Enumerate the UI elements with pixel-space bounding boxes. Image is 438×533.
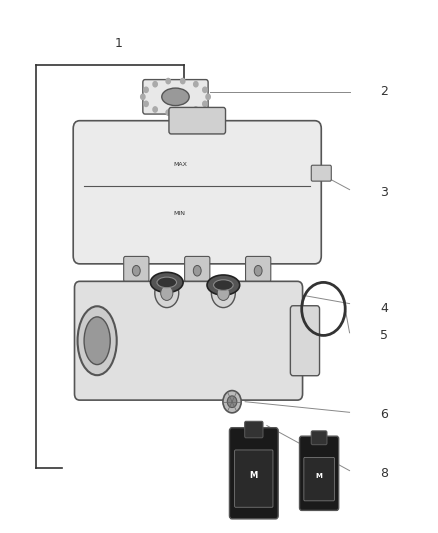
FancyBboxPatch shape <box>304 457 334 501</box>
FancyBboxPatch shape <box>290 306 320 376</box>
FancyBboxPatch shape <box>73 120 321 264</box>
Circle shape <box>194 82 198 87</box>
Ellipse shape <box>217 286 230 301</box>
FancyBboxPatch shape <box>143 79 208 114</box>
Circle shape <box>180 110 185 115</box>
Ellipse shape <box>254 265 262 276</box>
FancyBboxPatch shape <box>246 256 271 282</box>
Ellipse shape <box>78 306 117 375</box>
Circle shape <box>144 101 148 107</box>
Circle shape <box>166 78 170 84</box>
Text: 1: 1 <box>115 37 123 50</box>
Text: 2: 2 <box>381 85 389 98</box>
Ellipse shape <box>150 272 183 293</box>
FancyBboxPatch shape <box>300 436 339 511</box>
FancyBboxPatch shape <box>169 108 226 134</box>
FancyBboxPatch shape <box>245 421 263 438</box>
FancyBboxPatch shape <box>74 281 303 400</box>
Ellipse shape <box>161 286 173 301</box>
Circle shape <box>166 110 170 115</box>
Text: M: M <box>250 471 258 480</box>
Circle shape <box>153 82 157 87</box>
Ellipse shape <box>207 275 240 295</box>
Text: 6: 6 <box>381 408 389 422</box>
Text: MIN: MIN <box>174 212 186 216</box>
Text: 8: 8 <box>380 467 389 480</box>
Circle shape <box>206 94 210 100</box>
FancyBboxPatch shape <box>311 165 331 181</box>
Ellipse shape <box>84 317 110 365</box>
Ellipse shape <box>162 88 189 106</box>
Ellipse shape <box>212 278 235 308</box>
Text: 3: 3 <box>381 186 389 199</box>
Text: 4: 4 <box>381 302 389 316</box>
Ellipse shape <box>227 396 237 408</box>
Circle shape <box>144 87 148 92</box>
Circle shape <box>180 78 185 84</box>
FancyBboxPatch shape <box>311 431 327 445</box>
Circle shape <box>203 87 207 92</box>
Ellipse shape <box>157 277 177 288</box>
Ellipse shape <box>214 280 233 290</box>
FancyBboxPatch shape <box>235 450 273 507</box>
Circle shape <box>194 107 198 112</box>
Ellipse shape <box>132 265 140 276</box>
Ellipse shape <box>223 391 241 413</box>
Circle shape <box>203 101 207 107</box>
FancyBboxPatch shape <box>185 256 210 282</box>
Circle shape <box>153 107 157 112</box>
Ellipse shape <box>155 278 179 308</box>
FancyBboxPatch shape <box>230 427 278 519</box>
Ellipse shape <box>193 265 201 276</box>
Text: MAX: MAX <box>173 162 187 167</box>
Text: M: M <box>316 473 322 479</box>
FancyBboxPatch shape <box>124 256 149 282</box>
Circle shape <box>141 94 145 100</box>
Text: 5: 5 <box>380 329 389 342</box>
